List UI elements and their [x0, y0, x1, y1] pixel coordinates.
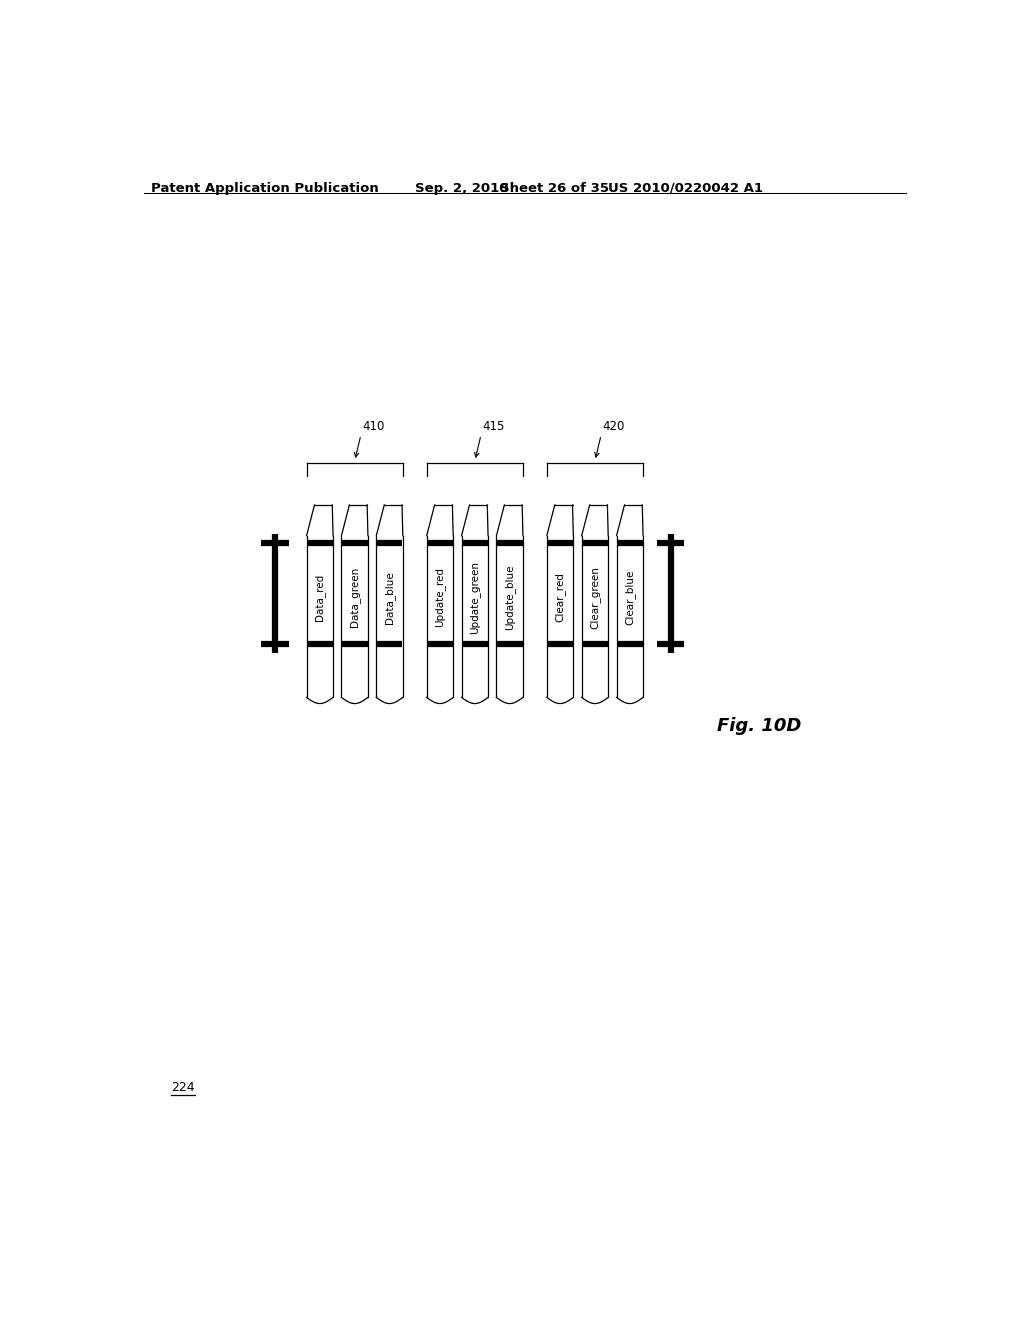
Text: 420: 420: [603, 420, 625, 433]
Text: Clear_blue: Clear_blue: [625, 570, 635, 624]
Text: Update_blue: Update_blue: [504, 565, 515, 630]
Text: Clear_red: Clear_red: [555, 573, 565, 622]
Text: Clear_green: Clear_green: [590, 566, 600, 628]
Text: Sheet 26 of 35: Sheet 26 of 35: [500, 182, 609, 194]
Text: Data_red: Data_red: [314, 574, 326, 620]
Text: Data_green: Data_green: [349, 568, 360, 627]
Text: Fig. 10D: Fig. 10D: [717, 717, 802, 735]
Text: Update_green: Update_green: [469, 561, 480, 634]
Text: Update_red: Update_red: [434, 568, 445, 627]
Text: Data_blue: Data_blue: [384, 572, 395, 623]
Text: 410: 410: [362, 420, 385, 433]
Text: US 2010/0220042 A1: US 2010/0220042 A1: [608, 182, 764, 194]
Text: Sep. 2, 2010: Sep. 2, 2010: [415, 182, 508, 194]
Text: Patent Application Publication: Patent Application Publication: [152, 182, 379, 194]
Text: 224: 224: [171, 1081, 195, 1094]
Text: 415: 415: [482, 420, 505, 433]
